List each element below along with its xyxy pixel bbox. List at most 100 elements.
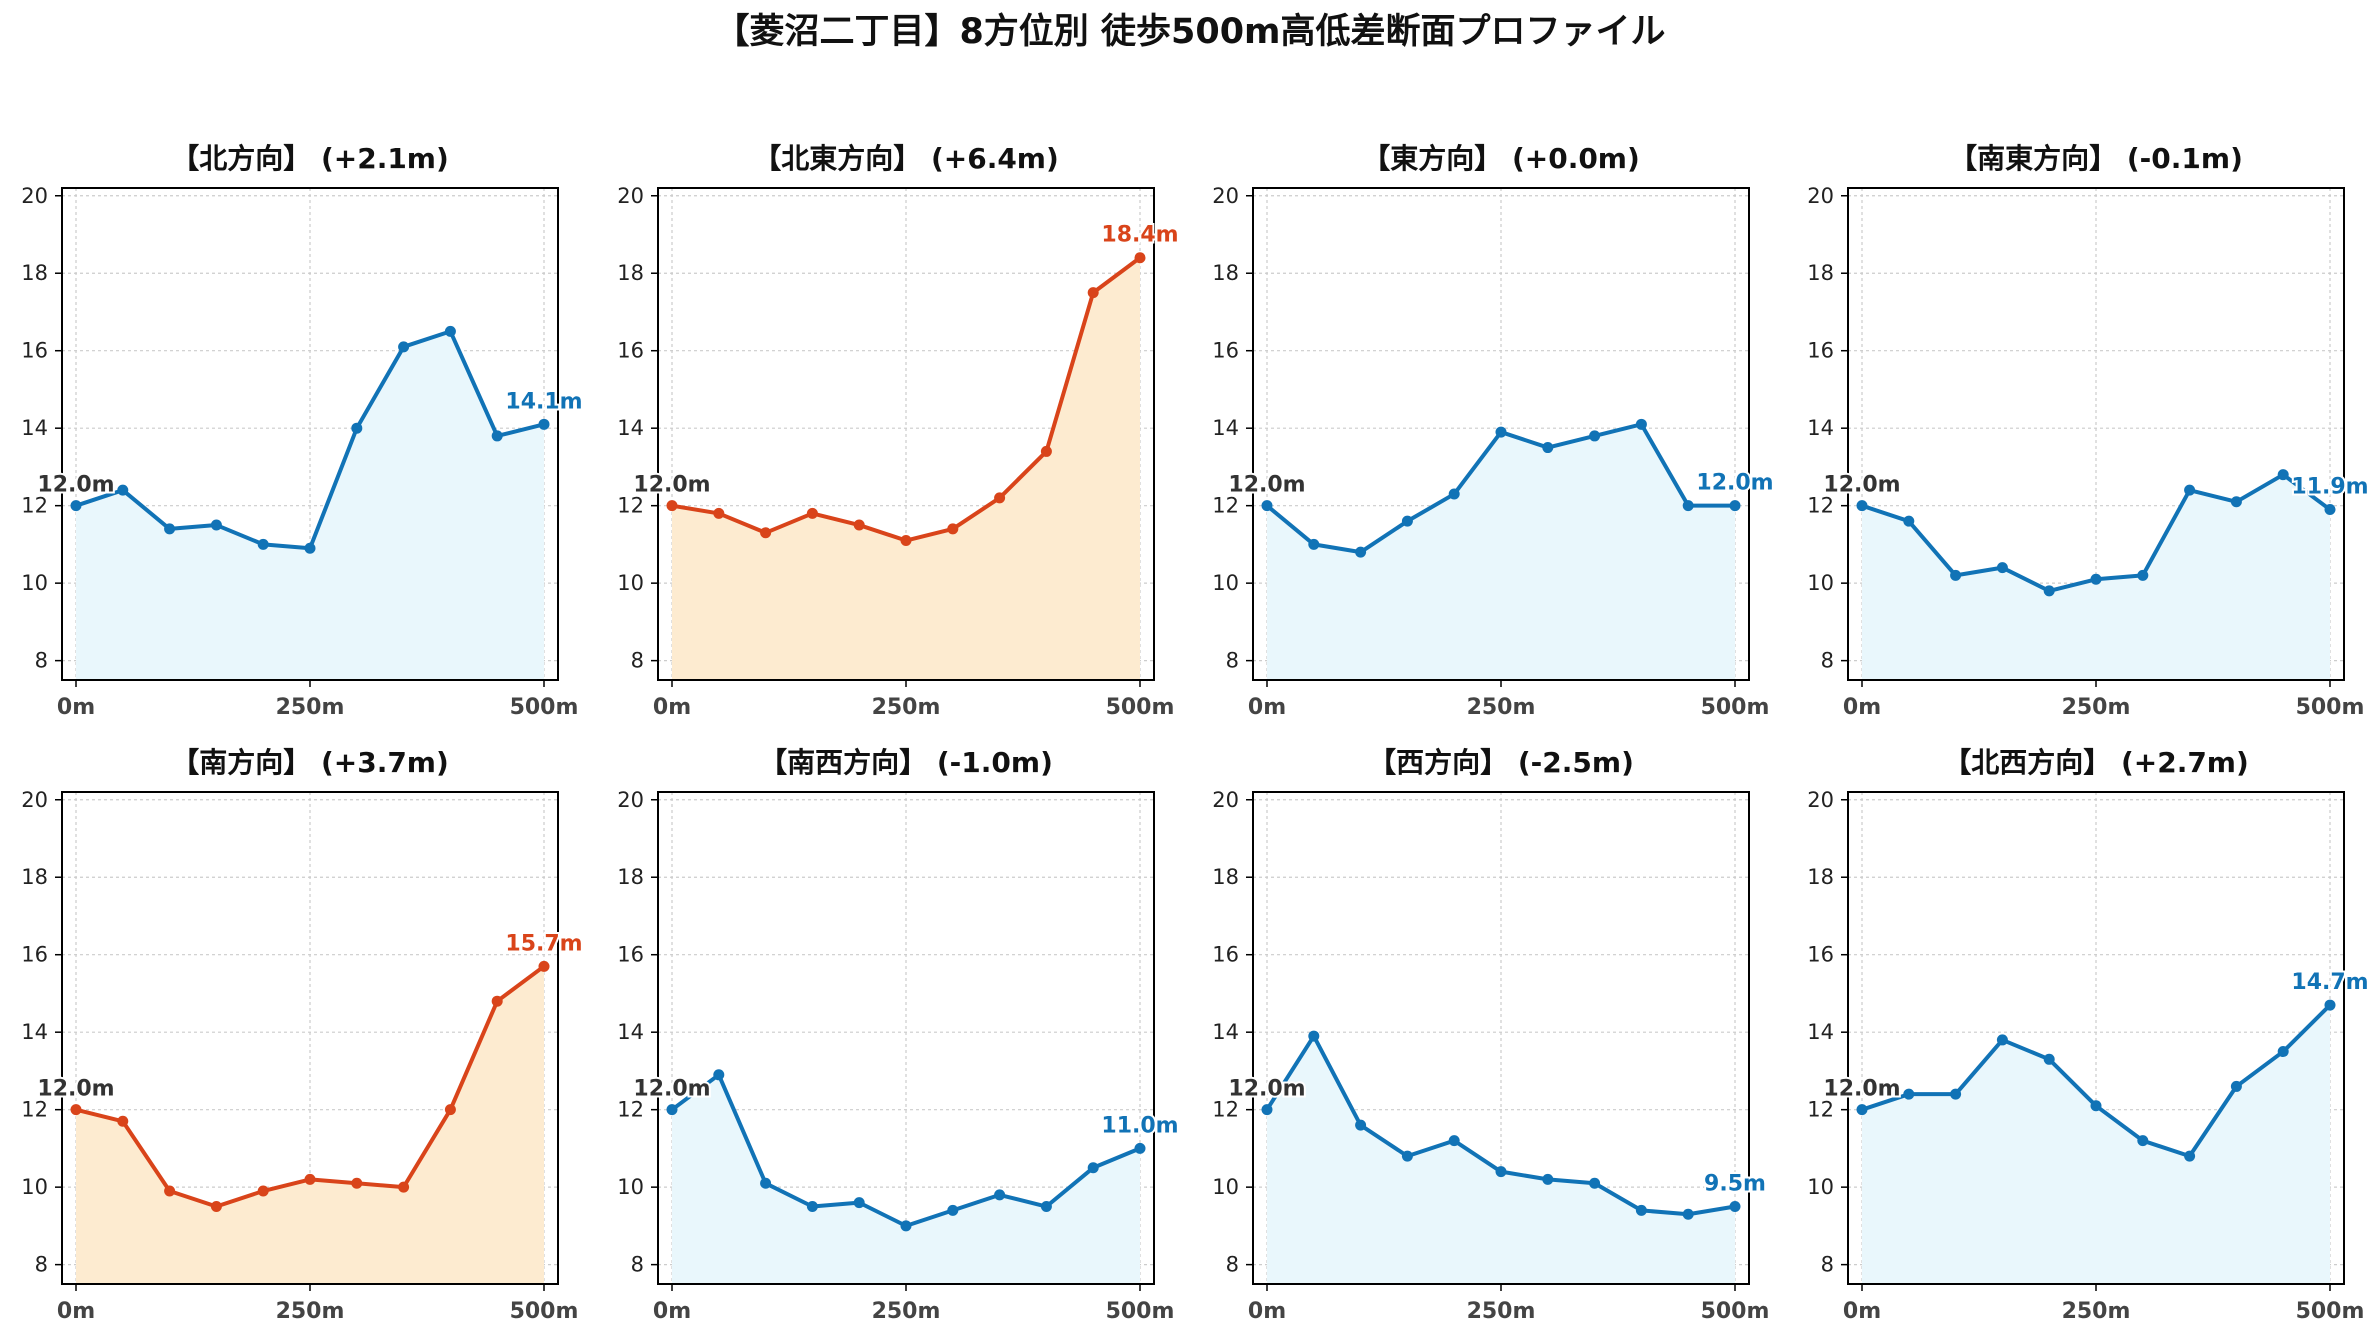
plot-area: 【南西方向】 (-1.0m) 8 10 12 14 16 18 20 0m 250m 500m 12.… xyxy=(617,746,1180,1324)
start-value-label: 12.0m xyxy=(37,473,114,498)
data-point xyxy=(1542,1173,1554,1185)
data-point xyxy=(1401,515,1413,527)
y-tick-label: 12 xyxy=(617,494,644,518)
data-point xyxy=(2230,1080,2242,1092)
start-value-label: 12.0m xyxy=(1823,473,1900,498)
data-point xyxy=(444,1104,456,1116)
data-point xyxy=(2230,496,2242,508)
y-tick-label: 16 xyxy=(1212,943,1239,967)
data-point xyxy=(1682,1208,1694,1220)
end-value-label: 11.9m xyxy=(2291,475,2368,500)
y-tick-label: 8 xyxy=(631,649,644,673)
y-tick-label: 14 xyxy=(617,416,644,440)
y-tick-label: 8 xyxy=(1821,649,1834,673)
x-tick-label: 500m xyxy=(510,1299,579,1324)
data-point xyxy=(1040,445,1052,457)
y-tick-label: 18 xyxy=(617,865,644,889)
data-point xyxy=(1040,1201,1052,1213)
y-tick-label: 20 xyxy=(21,788,48,812)
y-tick-label: 16 xyxy=(617,943,644,967)
data-point xyxy=(760,527,772,539)
x-tick-label: 250m xyxy=(872,695,941,720)
x-tick-label: 250m xyxy=(872,1299,941,1324)
y-tick-label: 10 xyxy=(617,1175,644,1199)
data-point xyxy=(1355,546,1367,558)
data-point xyxy=(2184,484,2196,496)
data-point xyxy=(1996,562,2008,574)
area-fill xyxy=(1862,474,2330,680)
y-tick-label: 20 xyxy=(21,184,48,208)
data-point xyxy=(491,995,503,1007)
start-value-label: 12.0m xyxy=(37,1077,114,1102)
y-tick-label: 12 xyxy=(1807,1098,1834,1122)
data-point xyxy=(1589,1177,1601,1189)
area-fill xyxy=(672,257,1140,680)
data-point xyxy=(1542,442,1554,454)
chart-title: 【南東方向】 (-0.1m) xyxy=(1949,142,2243,175)
y-tick-label: 14 xyxy=(1807,416,1834,440)
y-tick-label: 18 xyxy=(1807,865,1834,889)
x-tick-label: 500m xyxy=(1106,695,1175,720)
end-value-label: 11.0m xyxy=(1101,1113,1178,1138)
data-point xyxy=(1134,1142,1146,1154)
data-point xyxy=(760,1177,772,1189)
y-tick-label: 12 xyxy=(1212,494,1239,518)
end-value-label: 15.7m xyxy=(505,931,582,956)
y-tick-label: 14 xyxy=(1807,1020,1834,1044)
data-point xyxy=(1729,1201,1741,1213)
data-point xyxy=(2090,1100,2102,1112)
data-point xyxy=(398,1181,410,1193)
x-tick-label: 0m xyxy=(1248,695,1286,720)
y-tick-label: 14 xyxy=(617,1020,644,1044)
plot-area: 【北方向】 (+2.1m) 8 10 12 14 16 18 20 0m 250m 500m 12.0… xyxy=(21,142,584,720)
data-point xyxy=(2090,573,2102,585)
y-tick-label: 10 xyxy=(1807,571,1834,595)
data-point xyxy=(713,1069,725,1081)
area-fill xyxy=(1267,424,1735,680)
end-value-label: 9.5m xyxy=(1704,1172,1766,1197)
y-tick-label: 8 xyxy=(1821,1253,1834,1277)
data-point xyxy=(444,325,456,337)
data-point xyxy=(70,500,82,512)
y-tick-label: 12 xyxy=(617,1098,644,1122)
data-point xyxy=(304,542,316,554)
data-point xyxy=(853,1197,865,1209)
data-point xyxy=(2043,585,2055,597)
end-value-label: 12.0m xyxy=(1696,471,1773,496)
start-value-label: 12.0m xyxy=(633,473,710,498)
start-value-label: 12.0m xyxy=(633,1077,710,1102)
x-tick-label: 250m xyxy=(2062,1299,2131,1324)
data-point xyxy=(1729,500,1741,512)
x-tick-label: 250m xyxy=(1467,695,1536,720)
data-point xyxy=(1856,500,1868,512)
end-value-label: 14.1m xyxy=(505,389,582,414)
y-tick-label: 18 xyxy=(1212,865,1239,889)
y-tick-label: 16 xyxy=(1807,339,1834,363)
y-tick-label: 20 xyxy=(1212,184,1239,208)
y-tick-label: 20 xyxy=(1807,184,1834,208)
data-point xyxy=(2043,1053,2055,1065)
x-tick-label: 0m xyxy=(1843,695,1881,720)
y-tick-label: 14 xyxy=(1212,1020,1239,1044)
chart-title: 【北西方向】 (+2.7m) xyxy=(1943,746,2249,779)
data-point xyxy=(1903,515,1915,527)
data-point xyxy=(1355,1119,1367,1131)
data-point xyxy=(257,538,269,550)
x-tick-label: 250m xyxy=(2062,695,2131,720)
data-point xyxy=(164,523,176,535)
data-point xyxy=(1635,1204,1647,1216)
chart-title: 【東方向】 (+0.0m) xyxy=(1362,142,1640,175)
y-tick-label: 16 xyxy=(1212,339,1239,363)
area-fill xyxy=(76,966,544,1284)
x-tick-label: 0m xyxy=(57,695,95,720)
x-tick-label: 0m xyxy=(653,695,691,720)
end-value-label: 18.4m xyxy=(1101,223,1178,248)
y-tick-label: 14 xyxy=(21,1020,48,1044)
data-point xyxy=(1495,426,1507,438)
y-tick-label: 10 xyxy=(21,571,48,595)
y-tick-label: 16 xyxy=(21,339,48,363)
data-point xyxy=(1950,569,1962,581)
